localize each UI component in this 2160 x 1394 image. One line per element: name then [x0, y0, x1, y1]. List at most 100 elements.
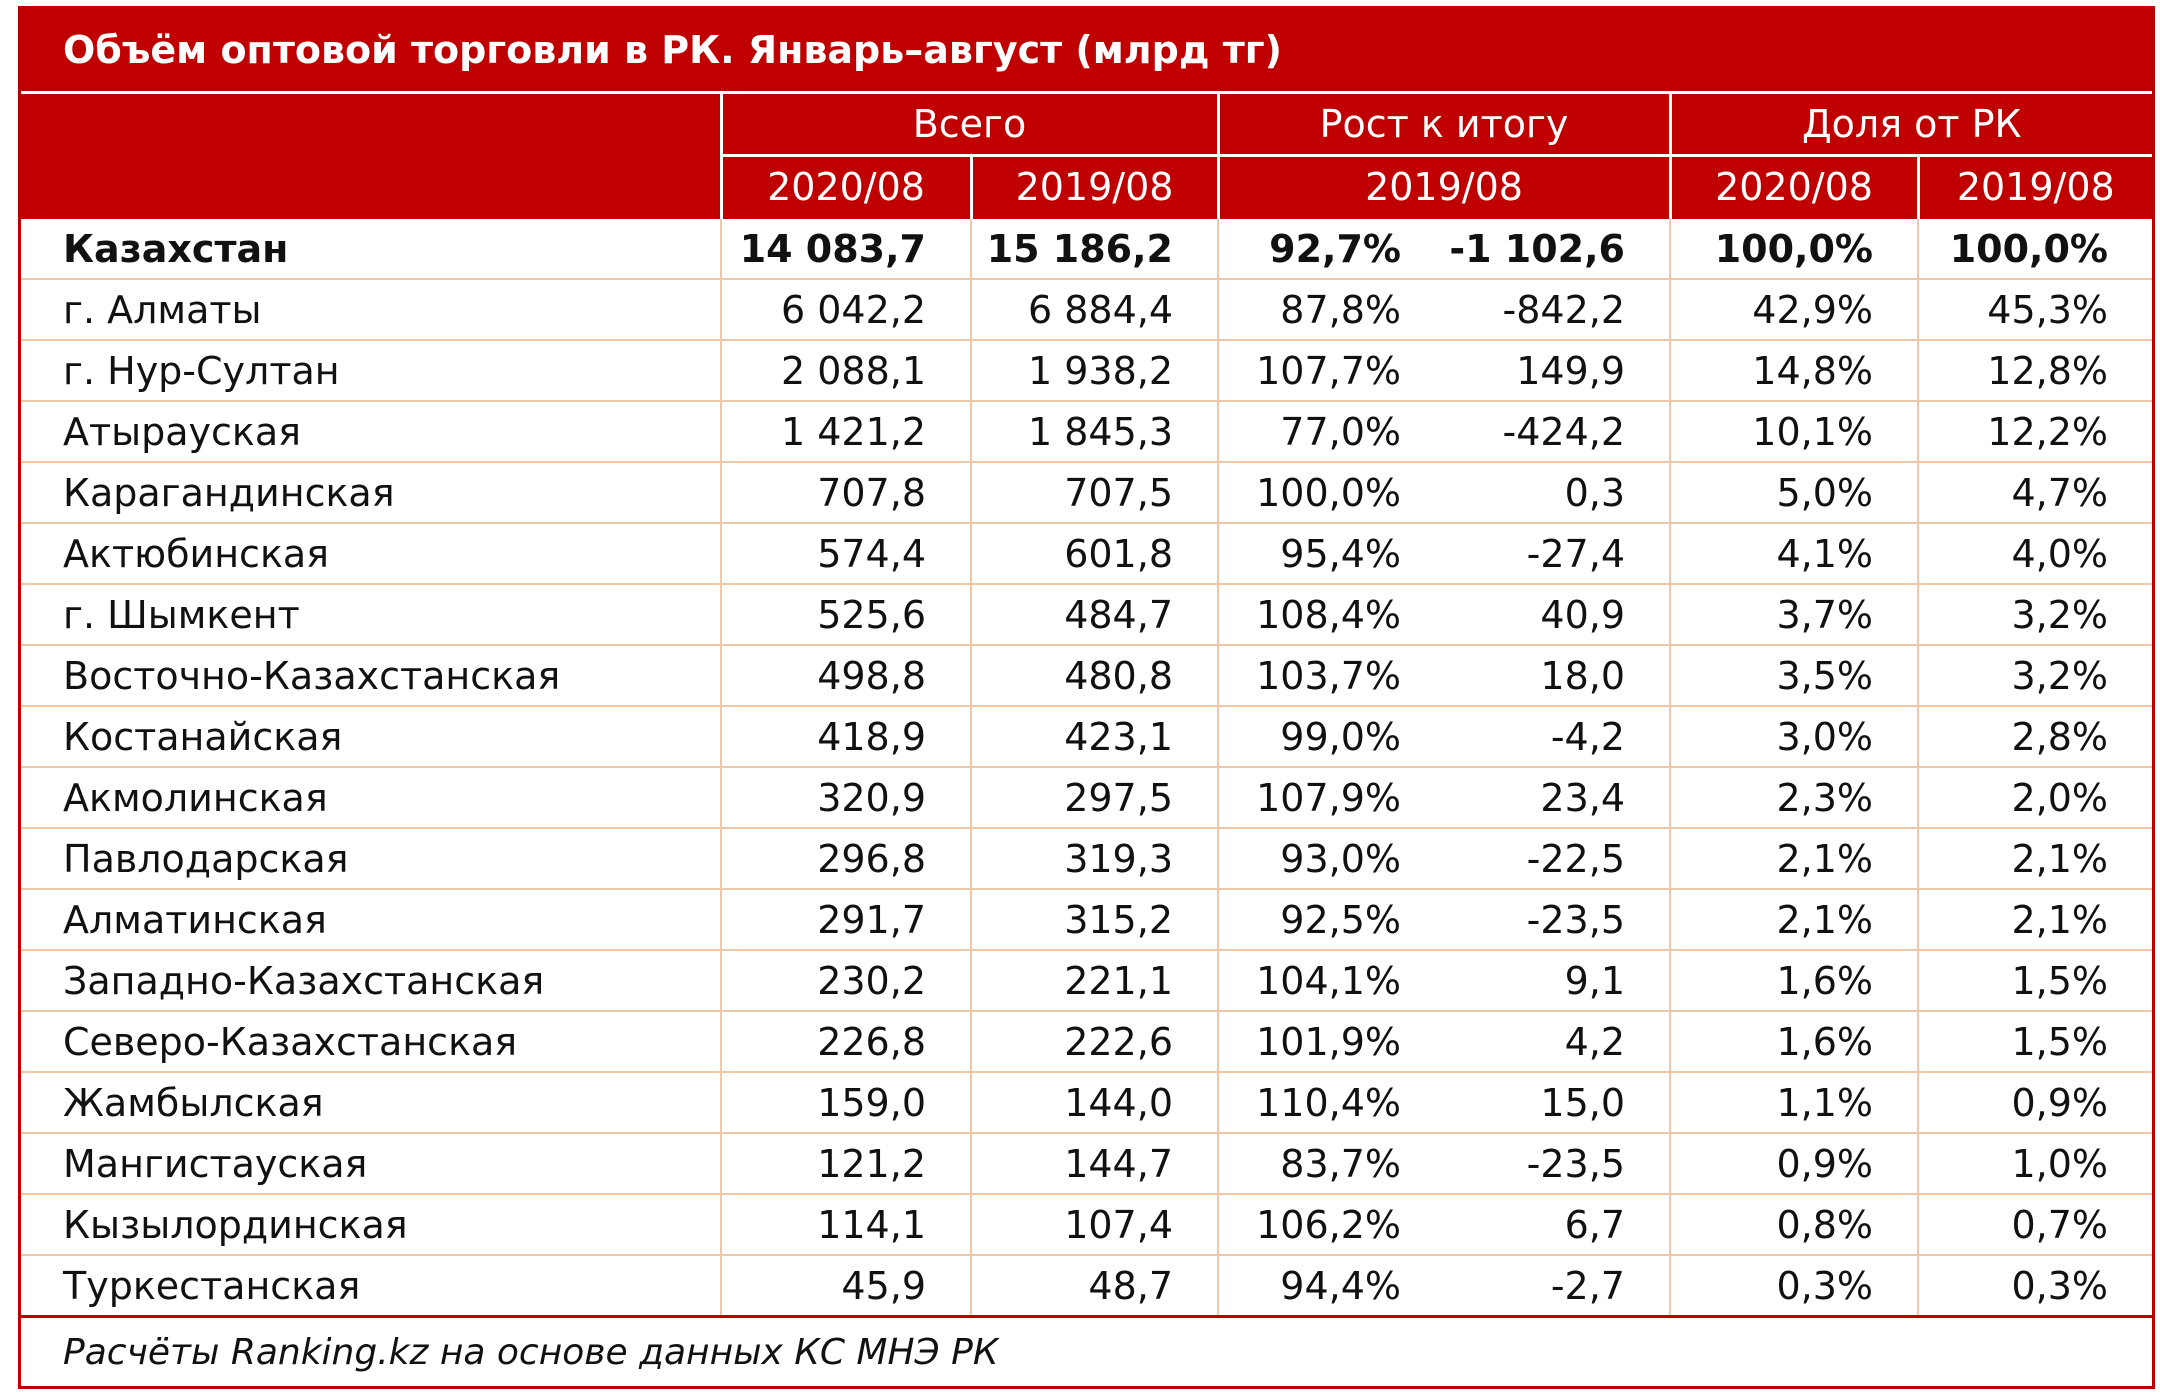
growth-absolute-cell: 149,9: [1445, 340, 1670, 402]
growth-absolute-cell: -4,2: [1445, 706, 1670, 768]
growth-percent-cell: 106,2%: [1217, 1194, 1445, 1256]
volume-2020-cell: 226,8: [720, 1011, 971, 1073]
source-footnote: Расчёты Ranking.kz на основе данных КС М…: [63, 1332, 999, 1373]
wholesale-trade-table-sheet: Объём оптовой торговли в РК. Январь–авгу…: [18, 6, 2155, 1389]
region-cell: Казахстан: [21, 217, 721, 280]
share-2020-cell: 0,8%: [1669, 1194, 1918, 1256]
table-row: Костанайская 418,9 423,1 99,0% -4,2 3,0% 2,8%: [21, 706, 2153, 768]
region-cell: Северо-Казахстанская: [21, 1011, 721, 1073]
volume-2019-cell: 601,8: [970, 523, 1218, 585]
region-cell: г. Алматы: [21, 279, 721, 341]
table-row: Восточно-Казахстанская 498,8 480,8 103,7% 18…: [21, 645, 2153, 707]
volume-2019-cell: 6 884,4: [970, 279, 1218, 341]
share-2020-cell: 4,1%: [1669, 523, 1918, 585]
volume-2020-cell: 320,9: [720, 767, 971, 829]
table-row: Акмолинская 320,9 297,5 107,9% 23,4 2,3% 2,0%: [21, 767, 2153, 829]
share-2020-cell: 1,1%: [1669, 1072, 1918, 1134]
region-cell: г. Шымкент: [21, 584, 721, 646]
header-share-2019: 2019/08: [1916, 155, 2153, 218]
share-2020-cell: 14,8%: [1669, 340, 1918, 402]
share-2019-cell: 45,3%: [1916, 279, 2153, 341]
volume-2019-cell: 222,6: [970, 1011, 1218, 1073]
region-cell: Жамбылская: [21, 1072, 721, 1134]
growth-percent-cell: 92,7%: [1217, 217, 1445, 280]
volume-2020-cell: 121,2: [720, 1133, 971, 1195]
volume-2020-cell: 291,7: [720, 889, 971, 951]
table-row: Туркестанская 45,9 48,7 94,4% -2,7 0,3% 0,3%: [21, 1255, 2153, 1318]
growth-percent-cell: 95,4%: [1217, 523, 1445, 585]
volume-2019-cell: 315,2: [970, 889, 1218, 951]
region-cell: Костанайская: [21, 706, 721, 768]
growth-absolute-cell: 18,0: [1445, 645, 1670, 707]
share-2019-cell: 0,7%: [1916, 1194, 2153, 1256]
volume-2020-cell: 707,8: [720, 462, 971, 524]
volume-2019-cell: 1 845,3: [970, 401, 1218, 463]
table-row: Актюбинская 574,4 601,8 95,4% -27,4 4,1% 4,0%: [21, 523, 2153, 585]
volume-2020-cell: 114,1: [720, 1194, 971, 1256]
share-2019-cell: 1,5%: [1916, 1011, 2153, 1073]
header-group-row: Всего Рост к итогу Доля от РК: [21, 92, 2153, 218]
share-2020-cell: 0,9%: [1669, 1133, 1918, 1195]
share-2020-cell: 1,6%: [1669, 950, 1918, 1012]
table-row: Жамбылская 159,0 144,0 110,4% 15,0 1,1% 0,9%: [21, 1072, 2153, 1134]
header-period-row: 2020/08 2019/08 2019/08 2020/08 2019/08: [21, 155, 2153, 218]
growth-absolute-cell: -27,4: [1445, 523, 1670, 585]
share-2020-cell: 5,0%: [1669, 462, 1918, 524]
growth-absolute-cell: 40,9: [1445, 584, 1670, 646]
share-2019-cell: 0,9%: [1916, 1072, 2153, 1134]
share-2020-cell: 3,7%: [1669, 584, 1918, 646]
volume-2019-cell: 1 938,2: [970, 340, 1218, 402]
growth-absolute-cell: -2,7: [1445, 1255, 1670, 1318]
share-2020-cell: 2,3%: [1669, 767, 1918, 829]
volume-2019-cell: 319,3: [970, 828, 1218, 890]
volume-2020-cell: 418,9: [720, 706, 971, 768]
share-2019-cell: 1,5%: [1916, 950, 2153, 1012]
share-2020-cell: 10,1%: [1669, 401, 1918, 463]
table-row: г. Алматы 6 042,2 6 884,4 87,8% -842,2 42,9% 4…: [21, 279, 2153, 341]
region-cell: Карагандинская: [21, 462, 721, 524]
volume-2020-cell: 574,4: [720, 523, 971, 585]
growth-percent-cell: 94,4%: [1217, 1255, 1445, 1318]
table-title: Объём оптовой торговли в РК. Январь–авгу…: [21, 9, 2153, 94]
table-body: Казахстан 14 083,7 15 186,2 92,7% -1 102,6 10…: [21, 217, 2153, 1318]
growth-absolute-cell: 0,3: [1445, 462, 1670, 524]
table-row: г. Нур-Султан 2 088,1 1 938,2 107,7% 149,9 14…: [21, 340, 2153, 402]
growth-absolute-cell: -842,2: [1445, 279, 1670, 341]
volume-2019-cell: 48,7: [970, 1255, 1218, 1318]
share-2019-cell: 3,2%: [1916, 645, 2153, 707]
growth-percent-cell: 92,5%: [1217, 889, 1445, 951]
volume-2020-cell: 6 042,2: [720, 279, 971, 341]
growth-absolute-cell: -23,5: [1445, 1133, 1670, 1195]
volume-2020-cell: 45,9: [720, 1255, 971, 1318]
region-cell: Мангистауская: [21, 1133, 721, 1195]
growth-percent-cell: 77,0%: [1217, 401, 1445, 463]
volume-2020-cell: 525,6: [720, 584, 971, 646]
share-2019-cell: 100,0%: [1916, 217, 2153, 280]
table-row: Алматинская 291,7 315,2 92,5% -23,5 2,1% 2,1%: [21, 889, 2153, 951]
growth-percent-cell: 107,9%: [1217, 767, 1445, 829]
growth-percent-cell: 108,4%: [1217, 584, 1445, 646]
share-2020-cell: 2,1%: [1669, 828, 1918, 890]
header-total-2019: 2019/08: [969, 155, 1218, 218]
header-total-2020: 2020/08: [719, 155, 971, 218]
share-2020-cell: 3,5%: [1669, 645, 1918, 707]
volume-2020-cell: 296,8: [720, 828, 971, 890]
growth-percent-cell: 104,1%: [1217, 950, 1445, 1012]
growth-percent-cell: 83,7%: [1217, 1133, 1445, 1195]
title-row: Объём оптовой торговли в РК. Январь–авгу…: [21, 9, 2153, 94]
table-row: Карагандинская 707,8 707,5 100,0% 0,3 5,0% 4,7…: [21, 462, 2153, 524]
region-cell: Алматинская: [21, 889, 721, 951]
growth-percent-cell: 93,0%: [1217, 828, 1445, 890]
volume-2019-cell: 480,8: [970, 645, 1218, 707]
volume-2020-cell: 1 421,2: [720, 401, 971, 463]
growth-absolute-cell: 15,0: [1445, 1072, 1670, 1134]
table-row: Кызылординская 114,1 107,4 106,2% 6,7 0,8% 0,7…: [21, 1194, 2153, 1256]
growth-percent-cell: 107,7%: [1217, 340, 1445, 402]
share-2019-cell: 2,1%: [1916, 828, 2153, 890]
growth-absolute-cell: -22,5: [1445, 828, 1670, 890]
growth-percent-cell: 87,8%: [1217, 279, 1445, 341]
table-row: Мангистауская 121,2 144,7 83,7% -23,5 0,9% 1,0…: [21, 1133, 2153, 1195]
share-2019-cell: 2,8%: [1916, 706, 2153, 768]
volume-2019-cell: 423,1: [970, 706, 1218, 768]
share-2020-cell: 0,3%: [1669, 1255, 1918, 1318]
